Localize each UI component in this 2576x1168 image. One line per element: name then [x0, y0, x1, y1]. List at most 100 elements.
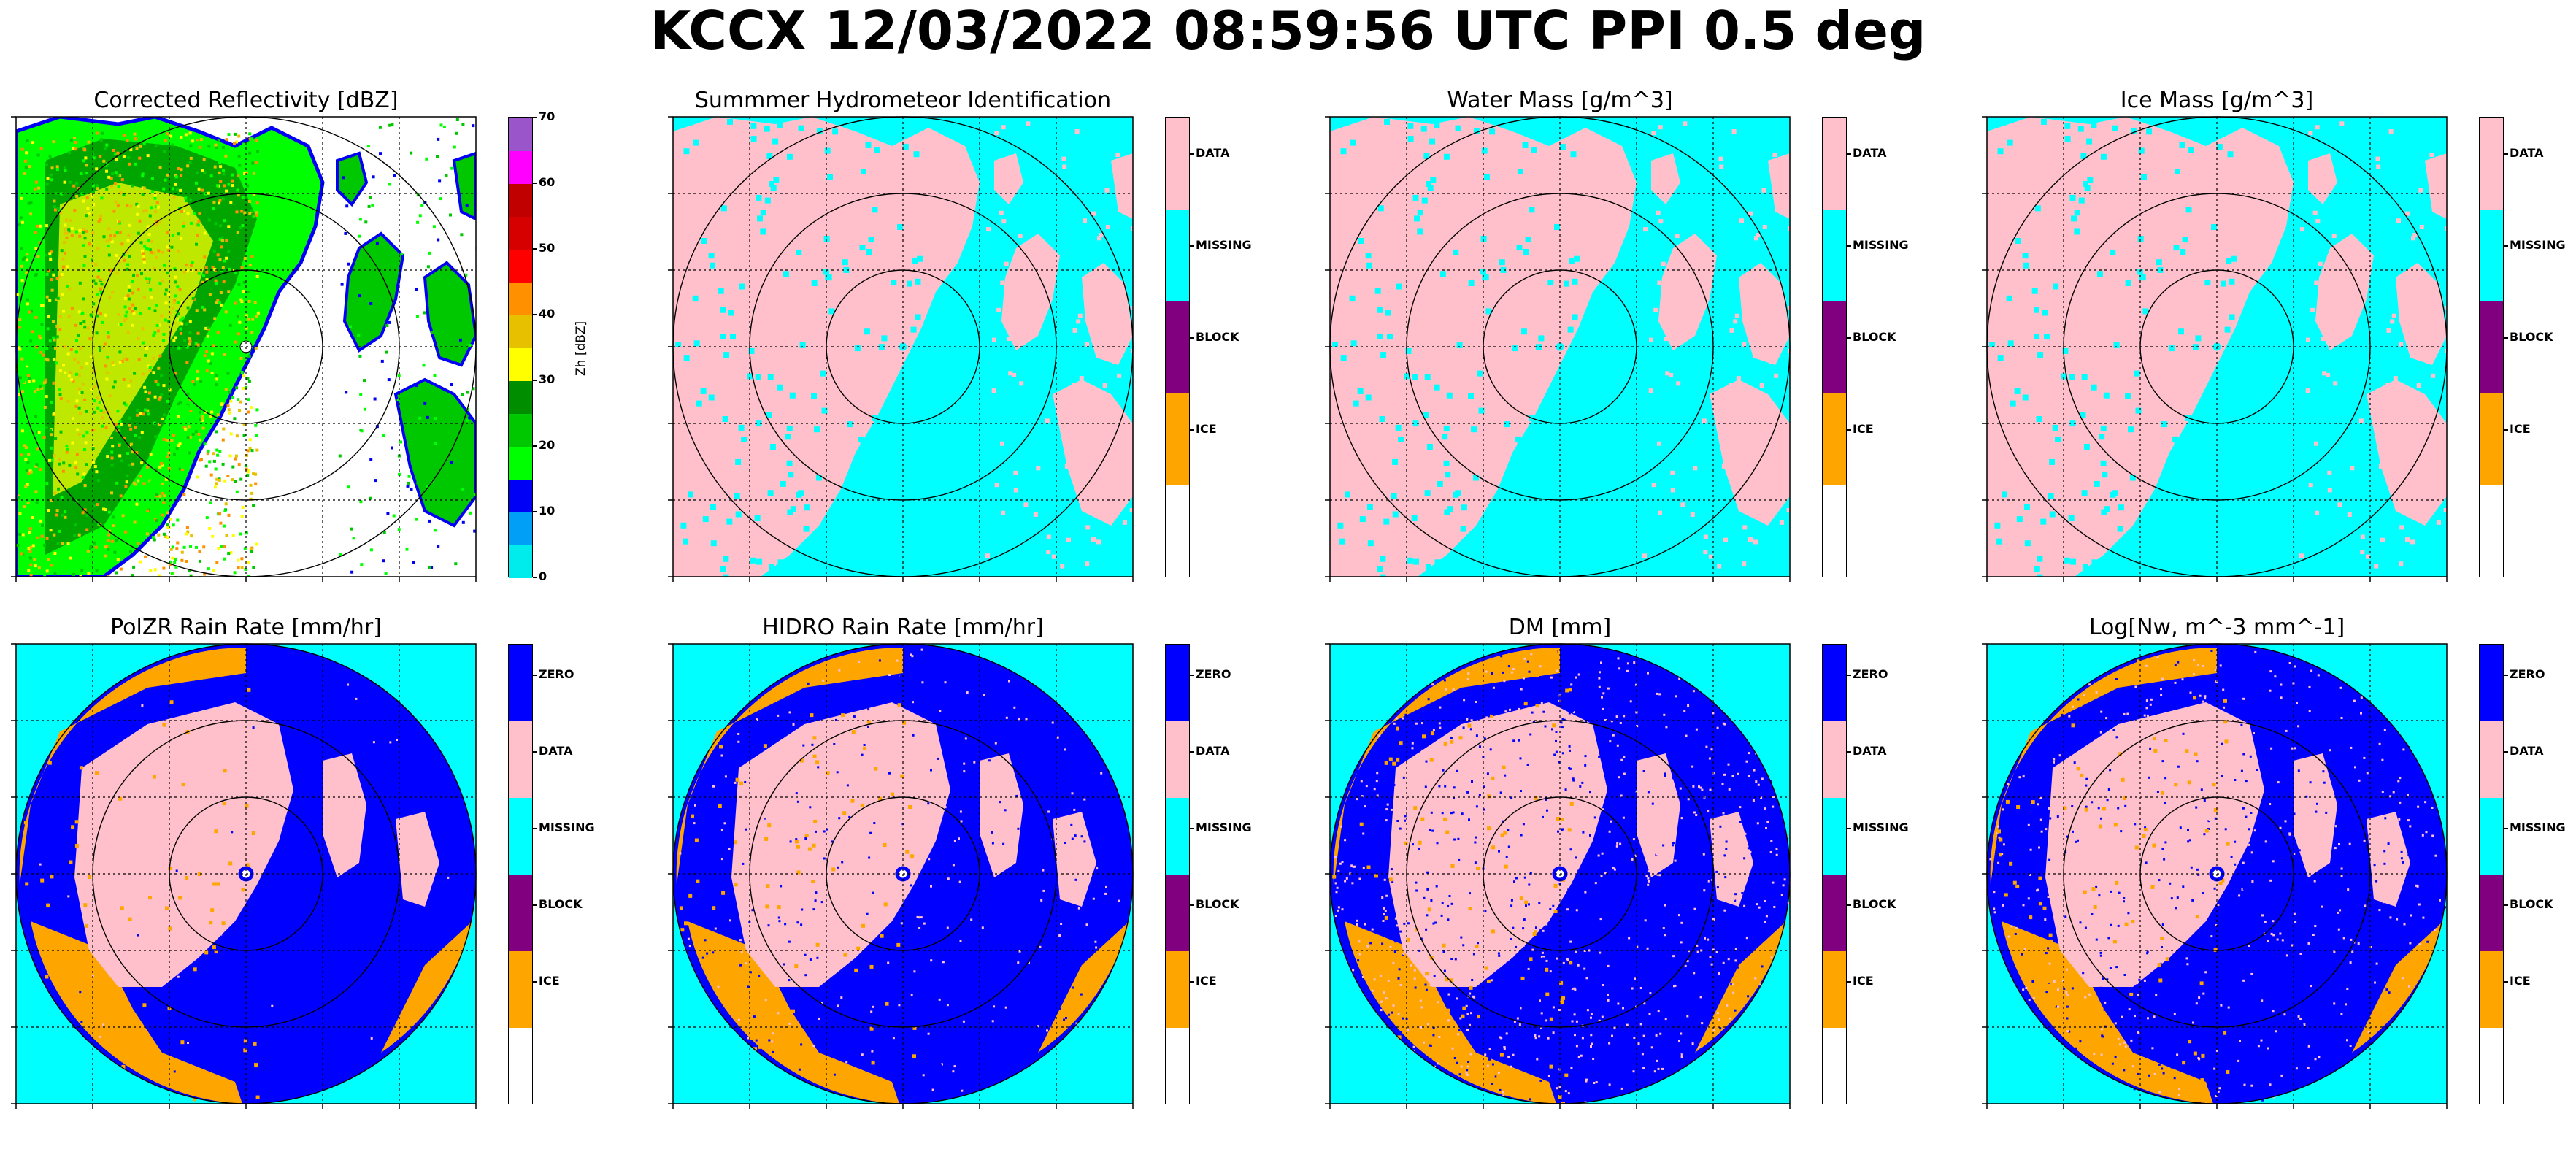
radar-gate [1580, 859, 1583, 861]
radar-gate [777, 715, 779, 717]
radar-gate [1522, 988, 1524, 990]
radar-gate [2039, 766, 2042, 768]
radar-gate [2402, 798, 2404, 800]
radar-gate [2194, 442, 2200, 447]
radar-gate [813, 820, 817, 823]
radar-gate [1572, 973, 1574, 975]
radar-gate [406, 548, 409, 551]
radar-gate [189, 545, 192, 548]
radar-gate [1646, 929, 1648, 931]
radar-gate [50, 178, 53, 181]
radar-gate [1664, 934, 1666, 936]
radar-gate [959, 881, 961, 883]
radar-gate [254, 483, 257, 485]
radar-gate [137, 337, 140, 340]
radar-gate [1512, 1054, 1515, 1056]
radar-gate [2390, 319, 2394, 323]
radar-gate [1466, 1072, 1468, 1074]
radar-gate [255, 211, 258, 214]
radar-gate [721, 829, 723, 831]
radar-gate [347, 485, 350, 488]
radar-gate [172, 523, 175, 526]
radar-gate [163, 488, 166, 491]
radar-gate [112, 149, 115, 152]
radar-gate [2275, 1030, 2277, 1032]
radar-gate [2220, 1004, 2222, 1007]
radar-gate [1536, 704, 1539, 707]
radar-gate [99, 215, 102, 218]
radar-gate [34, 564, 37, 567]
radar-gate [157, 206, 160, 209]
colorbar-segment [1823, 1028, 1846, 1105]
radar-gate [1610, 880, 1612, 882]
radar-gate [1509, 869, 1511, 872]
radar-gate [1754, 236, 1758, 240]
radar-gate [1528, 903, 1530, 905]
radar-gate [1426, 818, 1429, 821]
radar-gate [143, 245, 146, 248]
radar-gate [1385, 895, 1388, 897]
radar-gate [210, 174, 213, 177]
radar-gate [1612, 1049, 1615, 1051]
radar-gate [1772, 796, 1775, 798]
radar-gate [800, 1043, 802, 1045]
radar-gate [1718, 1018, 1720, 1021]
radar-gate [1508, 1053, 1510, 1055]
radar-gate [96, 187, 99, 190]
radar-gate [747, 986, 750, 988]
radar-gate [757, 894, 759, 896]
radar-gate [2262, 840, 2264, 842]
radar-gate [252, 472, 255, 475]
radar-gate [74, 147, 77, 150]
radar-gate [64, 228, 66, 231]
radar-gate [1734, 893, 1737, 895]
radar-gate [1442, 834, 1445, 836]
radar-gate [109, 234, 112, 237]
radar-gate [1118, 900, 1120, 902]
radar-gate [783, 964, 785, 966]
radar-gate [54, 347, 57, 350]
radar-gate [867, 726, 869, 728]
radar-gate [1404, 842, 1407, 845]
radar-gate [191, 139, 194, 142]
radar-gate [49, 155, 52, 158]
radar-gate [46, 296, 49, 299]
radar-gate [2024, 948, 2026, 950]
radar-gate [185, 418, 188, 421]
radar-gate [2315, 219, 2320, 223]
radar-gate [1725, 461, 1729, 466]
radar-gate [953, 864, 955, 866]
radar-gate [182, 435, 185, 438]
radar-gate [2110, 967, 2112, 969]
radar-gate [99, 402, 101, 404]
radar-gate [166, 245, 169, 248]
radar-gate [1701, 864, 1703, 867]
radar-gate [119, 420, 122, 423]
radar-gate [2066, 994, 2069, 996]
radar-gate [447, 877, 449, 879]
radar-gate [1456, 997, 1458, 999]
radar-gate [2353, 301, 2358, 305]
radar-gate [106, 455, 109, 458]
radar-gate [1748, 752, 1750, 754]
radar-gate [96, 293, 99, 296]
radar-gate [137, 479, 139, 482]
radar-gate [120, 459, 123, 462]
radar-gate [133, 372, 136, 375]
radar-gate [845, 817, 847, 819]
radar-gate [1398, 977, 1400, 980]
radar-gate [1769, 359, 1774, 364]
radar-gate [25, 446, 28, 449]
radar-gate [182, 493, 185, 496]
radar-gate [1638, 961, 1640, 964]
radar-gate [911, 327, 917, 333]
radar-gate [1484, 174, 1490, 180]
radar-gate [1681, 766, 1683, 768]
radar-gate [82, 228, 85, 231]
radar-gate [899, 675, 901, 677]
radar-gate [2374, 864, 2376, 866]
radar-gate [114, 554, 117, 557]
radar-gate [1772, 153, 1777, 157]
radar-gate [684, 921, 688, 925]
radar-gate [1387, 334, 1393, 339]
